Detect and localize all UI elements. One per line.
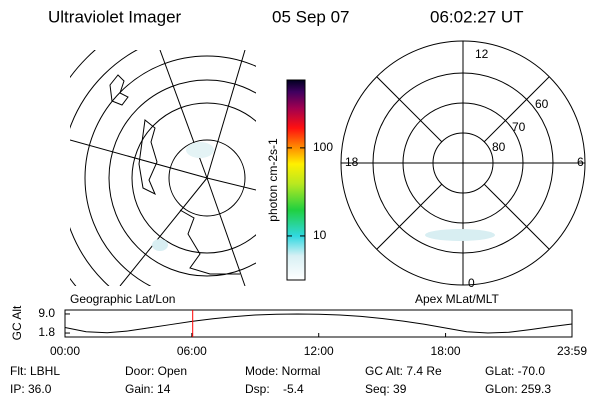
left-caption: Geographic Lat/Lon [70,292,175,306]
info-field: Seq: 39 [365,382,407,396]
right-caption: Apex MLat/MLT [415,292,499,306]
colorbar-tick-label: 10 [313,228,327,242]
date: 05 Sep 07 [272,7,350,26]
x-tick-label: 18:00 [431,344,461,358]
colorbar-tick-label: 100 [313,140,333,154]
x-tick-label: 23:59 [557,344,587,358]
y-tick-label: 9.0 [38,306,55,320]
info-field: GLon: 259.3 [485,382,551,396]
mlat-label: 80 [492,140,506,154]
polar-grid [340,40,586,286]
instrument: Ultraviolet Imager [48,7,182,26]
time: 06:02:27 UT [430,7,524,26]
info-field: Dsp: -5.4 [245,382,304,396]
info-field: Mode: Normal [245,364,320,378]
info-field: Gain: 14 [125,382,171,396]
info-field: Door: Open [125,364,187,378]
geographic-map [70,50,256,286]
mlt-label: 6 [577,155,584,169]
info-field: IP: 36.0 [10,382,52,396]
info-field: Flt: LBHL [10,364,60,378]
mlat-label: 70 [512,120,526,134]
y-tick-label: 1.8 [38,325,55,339]
x-tick-label: 12:00 [304,344,334,358]
x-tick-label: 06:00 [177,344,207,358]
mlt-label: 12 [475,47,489,61]
colorbar-label: photon cm-2s-1 [266,138,280,222]
altitude-line [64,313,573,334]
y-axis-label: GC Alt [10,305,24,340]
x-tick-label: 00:00 [50,344,80,358]
info-field: GC Alt: 7.4 Re [365,364,442,378]
info-field: GLat: -70.0 [485,364,545,378]
mlt-label: 18 [345,155,359,169]
mlat-label: 60 [535,97,549,111]
mlt-label: 0 [468,276,475,290]
colorbar [286,79,306,281]
